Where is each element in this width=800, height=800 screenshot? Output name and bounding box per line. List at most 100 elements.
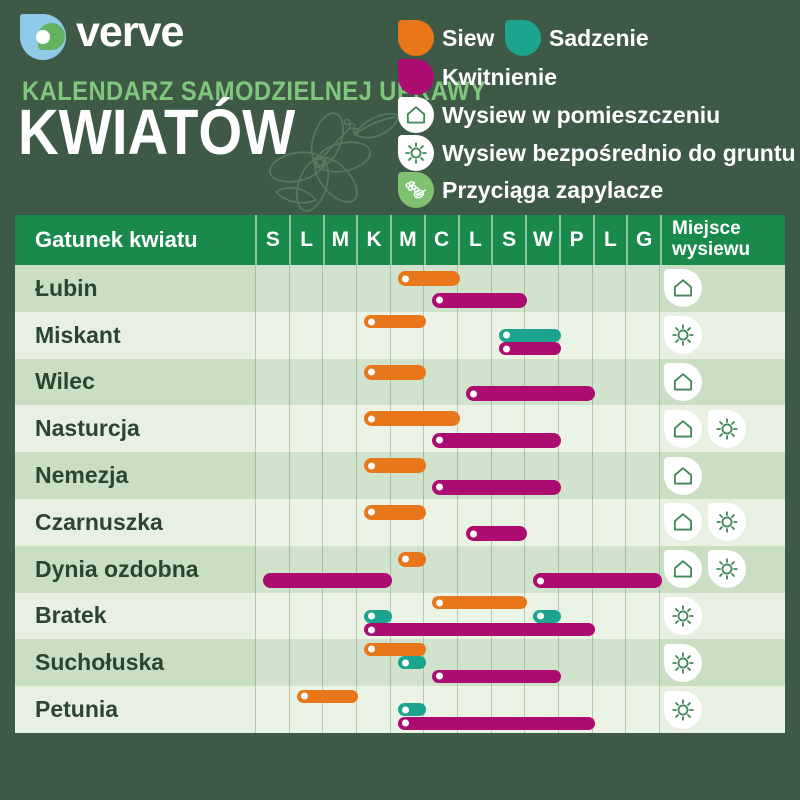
siew-bar [364,315,426,329]
bar-start-dot [435,599,443,607]
month-header-cell: G [626,215,660,265]
month-grid-cell [524,686,558,733]
month-header-cell: K [356,215,390,265]
siew-bar [364,364,426,380]
month-grid-cell [524,452,558,499]
month-grid-cell [255,405,289,453]
sadzenie-bar [533,609,561,623]
bar-start-dot [402,719,409,727]
table-row: Bratek [15,592,785,640]
month-grid-cell [255,498,289,546]
month-grid-cell [457,358,491,406]
month-grid-cell [524,498,558,546]
month-grid-cell [288,452,323,499]
month-grid-cell [625,498,661,546]
month-grid-cell [625,545,661,593]
month-header-cell: P [558,215,593,265]
sun-icon [398,135,434,171]
legend-label-siew: Siew [442,24,495,51]
table-row: Suchołuska [15,639,785,687]
month-grid-cell [558,498,592,546]
month-grid-cell [524,639,558,687]
bar-start-dot [469,530,477,538]
bar-start-dot [537,577,544,585]
house-icon [664,456,702,495]
sun-icon [708,503,746,542]
legend-label-pollinators: Przyciąga zapylacze [442,176,664,203]
month-grid [255,358,661,406]
month-grid-cell [322,545,356,593]
month-grid-cell [322,358,356,406]
month-grid-cell [389,405,424,453]
month-grid-cell [490,639,525,687]
month-header-cell: L [288,215,323,265]
month-grid [255,311,661,359]
month-grid-cell [558,639,592,687]
bar-start-dot [368,415,376,423]
month-grid-cell [322,639,356,687]
month-grid-cell [288,311,323,359]
species-name: Łubin [35,274,98,301]
kwitnienie-bar [431,292,527,308]
siew-swatch [398,20,434,56]
month-grid-cell [255,686,289,733]
month-header-cell: C [423,215,458,265]
kwitnienie-swatch [398,59,434,95]
month-grid-cell [356,545,390,593]
month-grid-cell [457,265,491,312]
species-name: Petunia [35,696,119,723]
month-grid-cell [490,498,525,546]
month-grid-cell [490,452,525,499]
house-icon [664,503,702,542]
month-grid-cell [389,545,424,593]
month-grid-cell [356,405,390,453]
month-grid-cell [356,639,390,687]
month-grid-cell [423,545,457,593]
siew-bar [431,596,527,610]
kwitnienie-bar [431,432,561,448]
month-grid-cell [356,311,390,359]
month-grid-cell [288,592,323,640]
species-name: Nemezja [35,462,129,489]
month-grid-cell [625,452,661,499]
kwitnienie-bar [499,342,561,356]
month-grid-cell [625,265,661,312]
species-name: Suchołuska [35,649,165,676]
sadzenie-bar [499,328,561,342]
month-grid-cell [389,639,424,687]
month-grid-cell [322,498,356,546]
bar-start-dot [503,331,511,339]
species-name: Miskant [35,321,121,348]
month-header-cell: S [491,215,525,265]
legend-label-sadzenie: Sadzenie [549,24,649,51]
month-grid-cell [423,452,457,499]
bar-start-dot [402,659,409,667]
month-grid-cell [255,452,289,499]
sadzenie-bar [364,609,392,623]
table-row: Dynia ozdobna [15,545,785,593]
kwitnienie-bar [465,526,527,542]
month-grid-cell [524,405,558,453]
bar-start-dot [368,368,376,376]
month-grid-cell [255,311,289,359]
sun-icon [664,643,702,682]
month-grid-cell [288,405,323,453]
month-grid-cell [625,592,661,640]
species-column-header: Gatunek kwiatu [35,227,198,252]
bar-start-dot [503,345,511,353]
legend-item-siew: Siew [398,20,494,56]
month-grid-cell [255,265,289,312]
month-grid-cell [558,452,592,499]
month-grid-cell [356,592,390,640]
legend-item-indoor: Wysiew w pomieszczeniu [398,97,720,133]
sun-icon [708,409,746,448]
month-grid [255,498,661,546]
legend-label-direct: Wysiew bezpośrednio do gruntu [442,139,796,166]
siew-bar [296,689,359,703]
legend-item-kwitnienie: Kwitnienie [398,59,557,95]
month-grid-cell [591,498,626,546]
month-grid-cell [322,405,356,453]
legend-label-indoor: Wysiew w pomieszczeniu [442,101,721,128]
legend-label-kwitnienie: Kwitnienie [442,63,558,90]
